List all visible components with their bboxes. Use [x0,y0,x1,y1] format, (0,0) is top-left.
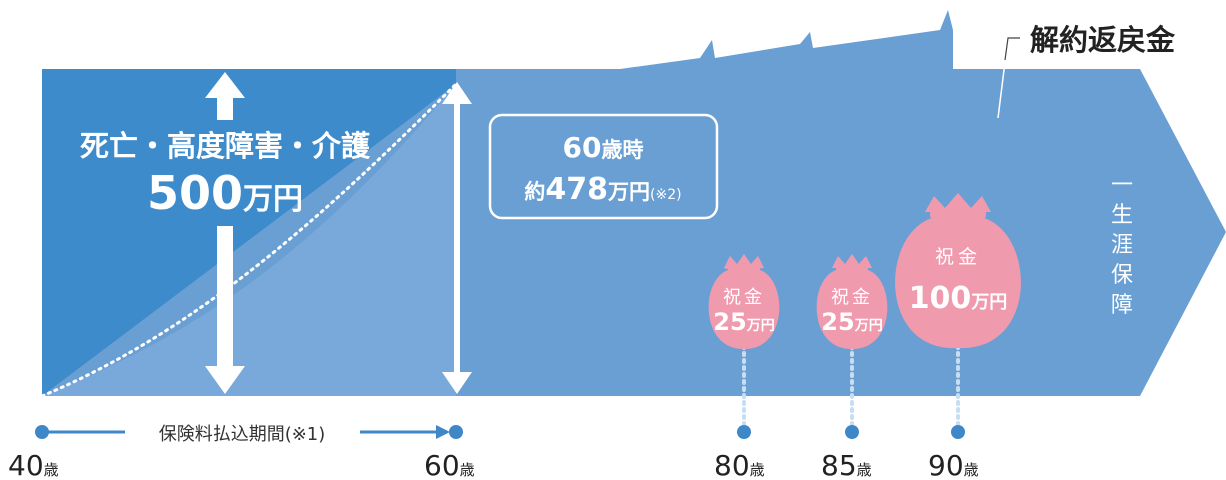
premium-dotted-line [40,82,458,398]
lifetime-coverage-char: 保 [1111,263,1133,288]
lifetime-coverage-char: 涯 [1111,233,1133,258]
death-benefit-arrow [205,72,245,394]
gift-bag-90: 祝金 100万円 [895,193,1021,349]
premium-period-label: 保険料払込期間(※1) [159,424,326,445]
age-unit: 歳 [857,461,872,479]
age-label-90: 90歳 [928,449,979,480]
lifetime-coverage-char: 一 [1111,173,1133,198]
age-label-85: 85歳 [821,449,872,480]
gift-bag-80: 祝金 25万円 [708,254,780,350]
value-at-60-arrow [442,82,472,394]
death-benefit-amount-value: 500 [147,166,243,220]
age-value: 85 [821,449,857,480]
gift-bag-unit: 万円 [854,318,883,334]
age-unit: 歳 [750,461,765,479]
death-benefit-amount-unit: 万円 [243,182,303,217]
value-at-60-age: 60 [563,131,602,164]
age-point-80 [737,425,751,439]
value-at-60-unit: 万円 [607,180,650,204]
lifetime-coverage-char: 障 [1111,293,1133,318]
svg-text:25万円: 25万円 [821,308,882,336]
gift-bag-label: 祝金 [831,287,873,308]
premium-period-block [42,69,456,396]
value-at-60-line1: 60歳時 [563,131,644,164]
death-benefit-label: 死亡・高度障害・介護 [80,129,371,163]
age-unit: 歳 [460,461,475,479]
lifetime-coverage-label: 一 生 涯 保 障 [1111,173,1133,318]
age-point-85 [845,425,859,439]
surrender-value-area [456,10,953,84]
svg-text:100万円: 100万円 [909,281,1008,316]
age-unit: 歳 [44,461,59,479]
value-at-60-line2: 約478万円(※2) [524,172,681,207]
surrender-value-curve-area [42,84,456,396]
age-label-60: 60歳 [424,449,475,480]
svg-text:25万円: 25万円 [713,308,774,336]
gift-bag-unit: 万円 [746,318,775,334]
gift-bag-amount: 25 [821,308,854,336]
value-at-60-prefix: 約 [524,180,545,204]
gift-connectors [742,344,960,427]
gift-bag-amount: 100 [909,281,972,316]
gift-bag-unit: 万円 [970,292,1007,313]
gift-bag-85: 祝金 25万円 [816,254,888,350]
death-benefit-amount: 500万円 [147,166,303,220]
age-unit: 歳 [964,461,979,479]
age-value: 80 [714,449,750,480]
lifetime-coverage-char: 生 [1111,203,1133,228]
age-label-40: 40歳 [8,449,59,480]
value-at-60-note: (※2) [650,187,682,203]
age-value: 60 [424,449,460,480]
value-at-60-box [488,113,719,220]
age-point-90 [951,425,965,439]
surrender-value-label: 解約返戻金 [1030,23,1176,57]
age-value: 90 [928,449,964,480]
gift-bag-label: 祝金 [935,246,981,268]
value-at-60-age-unit: 歳時 [601,138,643,162]
gift-bag-label: 祝金 [723,287,765,308]
value-at-60-amount: 478 [545,172,608,207]
age-value: 40 [8,449,44,480]
gift-bag-amount: 25 [713,308,746,336]
age-label-80: 80歳 [714,449,765,480]
premium-period-timeline [35,425,463,439]
